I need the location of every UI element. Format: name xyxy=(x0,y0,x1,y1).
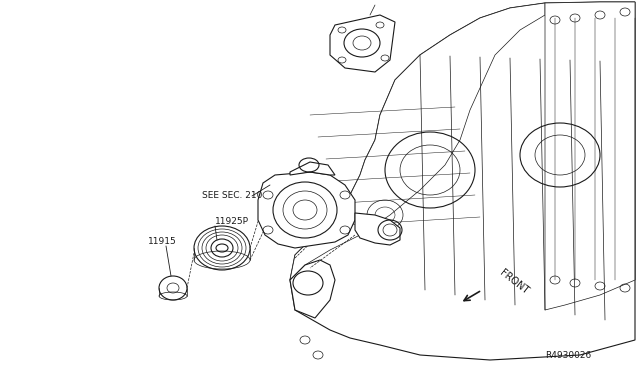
Polygon shape xyxy=(258,172,355,248)
Polygon shape xyxy=(290,162,335,175)
Polygon shape xyxy=(290,3,545,280)
Text: SEE SEC. 210: SEE SEC. 210 xyxy=(202,192,262,201)
Text: 11915: 11915 xyxy=(148,237,177,247)
Polygon shape xyxy=(330,15,395,72)
Polygon shape xyxy=(290,2,635,360)
Polygon shape xyxy=(545,2,635,310)
Polygon shape xyxy=(355,213,400,245)
Text: R4930026: R4930026 xyxy=(545,350,591,359)
Polygon shape xyxy=(290,260,335,318)
Text: FRONT: FRONT xyxy=(498,268,531,296)
Text: 11925P: 11925P xyxy=(215,218,249,227)
